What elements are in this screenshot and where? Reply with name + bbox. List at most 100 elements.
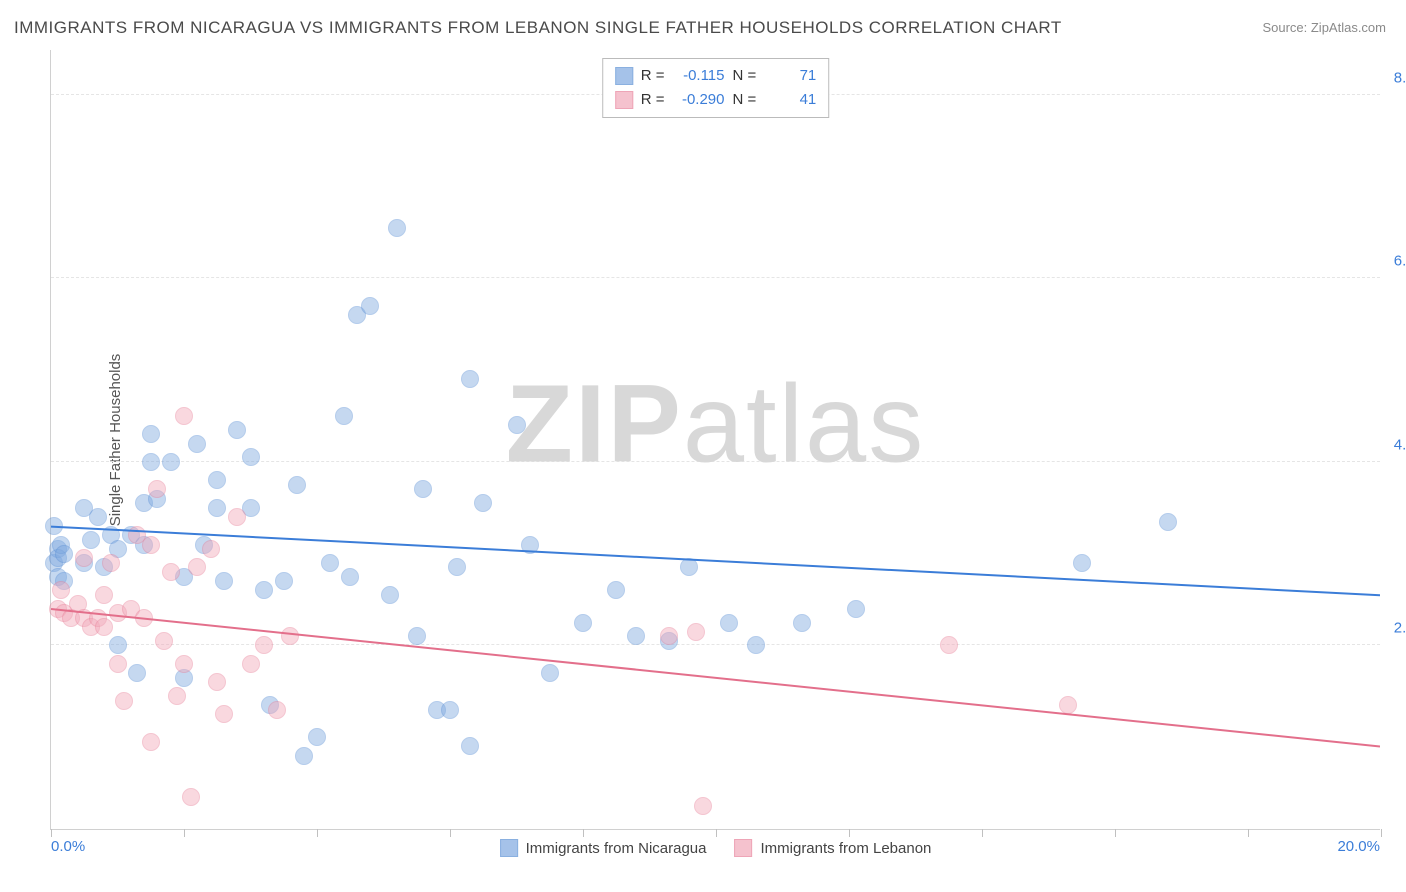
x-tick [51,829,52,837]
scatter-point[interactable] [142,733,160,751]
n-label-0: N = [733,64,757,88]
r-value-1: -0.290 [673,88,725,112]
scatter-point[interactable] [175,655,193,673]
scatter-point[interactable] [115,692,133,710]
r-label-0: R = [641,64,665,88]
series-name-1: Immigrants from Lebanon [760,840,931,857]
scatter-point[interactable] [45,517,63,535]
scatter-point[interactable] [162,563,180,581]
scatter-point[interactable] [381,586,399,604]
scatter-point[interactable] [142,536,160,554]
scatter-point[interactable] [361,297,379,315]
scatter-point[interactable] [89,508,107,526]
legend-item-1[interactable]: Immigrants from Lebanon [734,839,931,857]
legend-swatch-0 [615,67,633,85]
scatter-point[interactable] [268,701,286,719]
scatter-point[interactable] [747,636,765,654]
legend-stats-row-1: R = -0.290 N = 41 [615,88,817,112]
scatter-point[interactable] [388,219,406,237]
scatter-point[interactable] [55,545,73,563]
scatter-point[interactable] [627,627,645,645]
scatter-point[interactable] [142,425,160,443]
scatter-point[interactable] [574,614,592,632]
scatter-point[interactable] [1159,513,1177,531]
scatter-point[interactable] [168,687,186,705]
scatter-point[interactable] [242,655,260,673]
scatter-point[interactable] [142,453,160,471]
source-attribution: Source: ZipAtlas.com [1262,20,1386,35]
watermark-light: atlas [683,362,925,485]
scatter-point[interactable] [255,636,273,654]
y-tick-label: 4.0% [1394,436,1406,453]
scatter-point[interactable] [541,664,559,682]
scatter-point[interactable] [461,737,479,755]
scatter-point[interactable] [155,632,173,650]
scatter-point[interactable] [474,494,492,512]
scatter-point[interactable] [441,701,459,719]
scatter-point[interactable] [102,554,120,572]
scatter-point[interactable] [508,416,526,434]
y-tick-label: 2.0% [1394,620,1406,637]
scatter-point[interactable] [135,609,153,627]
scatter-point[interactable] [335,407,353,425]
trend-line [51,609,1380,746]
scatter-point[interactable] [521,536,539,554]
watermark: ZIPatlas [506,360,925,487]
scatter-point[interactable] [162,453,180,471]
scatter-point[interactable] [208,673,226,691]
scatter-point[interactable] [175,407,193,425]
scatter-point[interactable] [341,568,359,586]
scatter-point[interactable] [847,600,865,618]
scatter-point[interactable] [109,636,127,654]
scatter-point[interactable] [940,636,958,654]
x-tick [1115,829,1116,837]
scatter-point[interactable] [660,627,678,645]
scatter-point[interactable] [793,614,811,632]
scatter-point[interactable] [242,448,260,466]
n-value-1: 41 [764,88,816,112]
scatter-point[interactable] [281,627,299,645]
scatter-point[interactable] [680,558,698,576]
x-tick [1248,829,1249,837]
scatter-point[interactable] [182,788,200,806]
gridline-h [51,644,1380,645]
scatter-point[interactable] [607,581,625,599]
scatter-point[interactable] [448,558,466,576]
plot-area: Single Father Households ZIPatlas R = -0… [50,50,1380,830]
scatter-point[interactable] [720,614,738,632]
scatter-point[interactable] [288,476,306,494]
scatter-point[interactable] [208,471,226,489]
scatter-point[interactable] [52,581,70,599]
scatter-point[interactable] [215,572,233,590]
scatter-point[interactable] [215,705,233,723]
scatter-point[interactable] [202,540,220,558]
scatter-point[interactable] [75,549,93,567]
scatter-point[interactable] [228,508,246,526]
scatter-point[interactable] [321,554,339,572]
legend-item-0[interactable]: Immigrants from Nicaragua [500,839,707,857]
scatter-point[interactable] [295,747,313,765]
scatter-point[interactable] [308,728,326,746]
scatter-point[interactable] [687,623,705,641]
scatter-point[interactable] [461,370,479,388]
scatter-point[interactable] [694,797,712,815]
scatter-point[interactable] [188,558,206,576]
scatter-point[interactable] [148,480,166,498]
scatter-point[interactable] [128,664,146,682]
scatter-point[interactable] [109,655,127,673]
scatter-point[interactable] [82,531,100,549]
scatter-point[interactable] [414,480,432,498]
source-label: Source: [1262,20,1310,35]
scatter-point[interactable] [1073,554,1091,572]
scatter-point[interactable] [188,435,206,453]
scatter-point[interactable] [208,499,226,517]
scatter-point[interactable] [275,572,293,590]
scatter-point[interactable] [95,618,113,636]
x-axis-min-label: 0.0% [51,838,85,855]
scatter-point[interactable] [95,586,113,604]
scatter-point[interactable] [228,421,246,439]
scatter-point[interactable] [408,627,426,645]
scatter-point[interactable] [255,581,273,599]
scatter-point[interactable] [1059,696,1077,714]
source-link[interactable]: ZipAtlas.com [1311,20,1386,35]
